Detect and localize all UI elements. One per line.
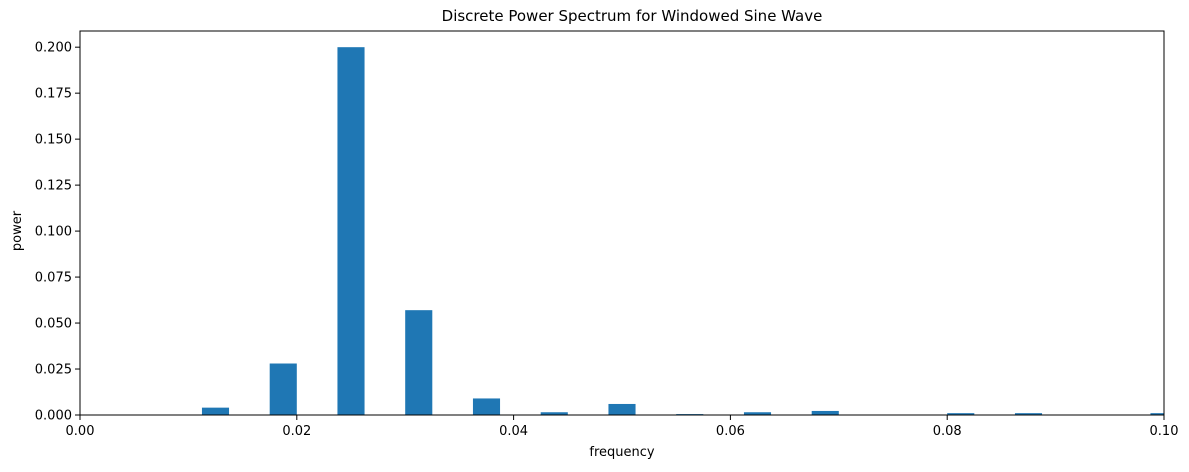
y-tick-label: 0.100 [35, 225, 72, 240]
bar-9 [743, 412, 772, 415]
bars-layer [201, 47, 1164, 416]
x-axis-label: frequency [589, 445, 655, 460]
x-tick-label: 0.04 [499, 424, 528, 439]
x-tick-label: 0.10 [1150, 424, 1179, 439]
bar-3 [337, 47, 365, 416]
ticks-layer: 0.00 0.02 0.04 0.06 0.08 0.10 0.000 0.025 0.050 0… [35, 41, 1179, 439]
bar-10 [811, 410, 839, 415]
bar-5 [472, 398, 501, 415]
y-tick-label: 0.125 [35, 179, 72, 194]
bar-4 [405, 310, 433, 415]
x-tick-label: 0.02 [282, 424, 311, 439]
y-tick-label: 0.050 [35, 317, 72, 332]
bar-15 [1150, 413, 1164, 415]
bar-6 [540, 412, 568, 415]
bar-7 [608, 403, 636, 415]
plot-frame [79, 30, 1165, 416]
y-tick-label: 0.150 [35, 133, 72, 148]
bar-1 [201, 407, 230, 415]
x-tick-label: 0.00 [66, 424, 95, 439]
x-tick-label: 0.06 [716, 424, 745, 439]
y-tick-label: 0.200 [35, 41, 72, 56]
y-tick-label: 0.025 [35, 363, 72, 378]
x-tick-label: 0.08 [933, 424, 962, 439]
y-tick-label: 0.000 [35, 409, 72, 424]
y-axis-label: power [10, 210, 25, 251]
y-tick-label: 0.075 [35, 271, 72, 286]
bar-13 [1014, 413, 1043, 415]
y-tick-label: 0.175 [35, 87, 72, 102]
chart-title: Discrete Power Spectrum for Windowed Sin… [442, 7, 823, 25]
bar-2 [269, 363, 297, 415]
bar-12 [947, 413, 975, 415]
